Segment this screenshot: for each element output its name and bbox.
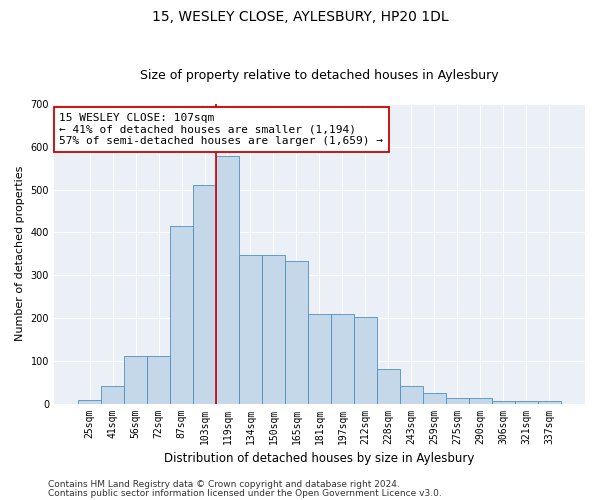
Bar <box>285 261 308 404</box>
X-axis label: Distribution of detached houses by size in Aylesbury: Distribution of detached houses by size … <box>164 452 475 465</box>
Bar <box>193 186 216 404</box>
Bar <box>400 386 423 404</box>
Text: 15 WESLEY CLOSE: 107sqm
← 41% of detached houses are smaller (1,194)
57% of semi: 15 WESLEY CLOSE: 107sqm ← 41% of detache… <box>59 113 383 146</box>
Bar <box>377 370 400 404</box>
Bar <box>469 398 492 404</box>
Text: Contains HM Land Registry data © Crown copyright and database right 2024.: Contains HM Land Registry data © Crown c… <box>48 480 400 489</box>
Bar <box>262 256 285 404</box>
Bar <box>216 156 239 404</box>
Bar <box>492 402 515 404</box>
Text: Contains public sector information licensed under the Open Government Licence v3: Contains public sector information licen… <box>48 488 442 498</box>
Bar <box>308 314 331 404</box>
Bar <box>515 402 538 404</box>
Bar <box>101 386 124 404</box>
Bar <box>538 402 561 404</box>
Bar <box>124 356 147 404</box>
Bar <box>147 356 170 404</box>
Bar <box>78 400 101 404</box>
Text: 15, WESLEY CLOSE, AYLESBURY, HP20 1DL: 15, WESLEY CLOSE, AYLESBURY, HP20 1DL <box>152 10 448 24</box>
Bar <box>331 314 354 404</box>
Title: Size of property relative to detached houses in Aylesbury: Size of property relative to detached ho… <box>140 69 499 82</box>
Bar <box>423 393 446 404</box>
Y-axis label: Number of detached properties: Number of detached properties <box>15 166 25 342</box>
Bar <box>446 398 469 404</box>
Bar <box>239 254 262 404</box>
Bar <box>170 226 193 404</box>
Bar <box>354 317 377 404</box>
